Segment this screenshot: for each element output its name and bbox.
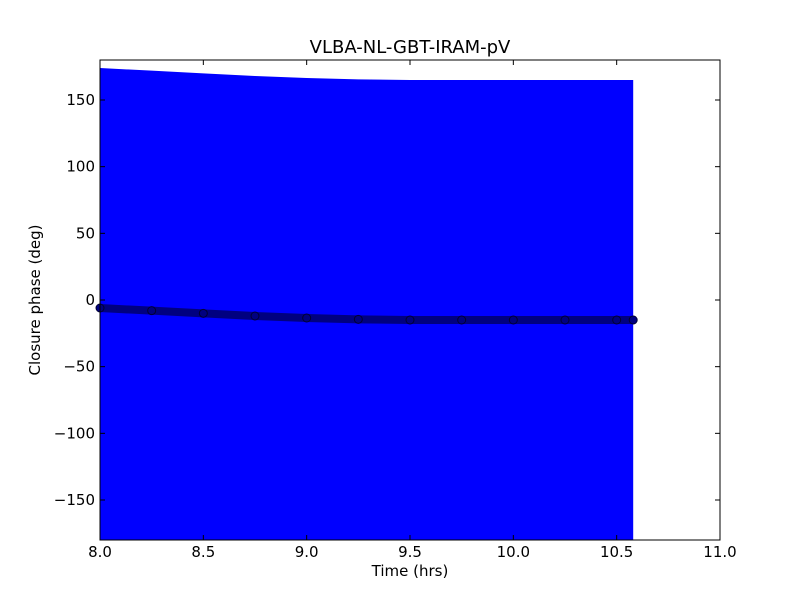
y-axis-ticks: 150 100 50 0 −50 −100 −150 — [54, 91, 720, 509]
y-tick-label: 100 — [66, 158, 95, 176]
y-tick-label: 0 — [85, 291, 95, 309]
data-point — [250, 311, 260, 321]
data-point — [302, 313, 312, 323]
data-point — [560, 315, 570, 325]
x-tick-label: 8.0 — [88, 543, 112, 561]
x-tick-label: 8.5 — [191, 543, 215, 561]
data-point — [198, 308, 208, 318]
x-tick-label: 9.5 — [398, 543, 422, 561]
y-tick-label: 50 — [76, 224, 95, 242]
x-tick-label: 9.0 — [295, 543, 319, 561]
x-axis-ticks: 8.0 8.5 9.0 9.5 10.0 10.5 11.0 — [88, 60, 737, 561]
x-axis-label: Time (hrs) — [371, 562, 449, 580]
data-trail — [96, 304, 638, 324]
y-tick-label: −50 — [63, 358, 95, 376]
data-point — [628, 315, 638, 325]
y-tick-label: 150 — [66, 91, 95, 109]
data-point — [353, 314, 363, 324]
data-point — [147, 306, 157, 316]
data-point — [405, 315, 415, 325]
y-tick-label: −100 — [54, 424, 95, 442]
x-tick-label: 10.0 — [497, 543, 530, 561]
x-tick-label: 11.0 — [703, 543, 736, 561]
plot-area — [95, 68, 638, 540]
data-point — [457, 315, 467, 325]
chart-title: VLBA-NL-GBT-IRAM-pV — [310, 37, 511, 58]
y-axis-label: Closure phase (deg) — [26, 225, 44, 376]
data-point — [508, 315, 518, 325]
x-tick-label: 10.5 — [600, 543, 633, 561]
y-tick-label: −150 — [54, 491, 95, 509]
error-band — [100, 68, 634, 540]
data-point — [612, 315, 622, 325]
